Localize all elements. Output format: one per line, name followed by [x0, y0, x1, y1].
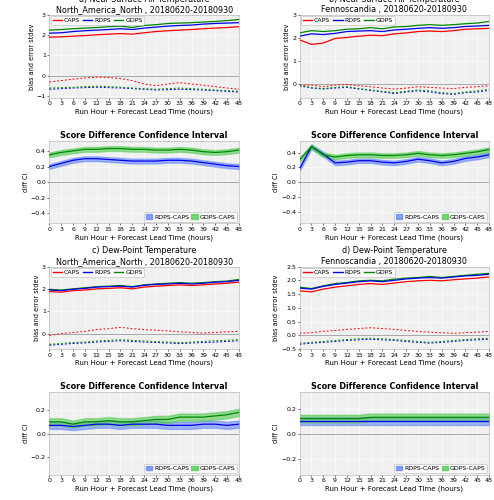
X-axis label: Run Hour + Forecast Lead Time (hours): Run Hour + Forecast Lead Time (hours) [326, 234, 463, 240]
X-axis label: Run Hour + Forecast Lead Time (hours): Run Hour + Forecast Lead Time (hours) [326, 486, 463, 492]
Legend: CAPS, RDPS, GDPS: CAPS, RDPS, GDPS [51, 268, 144, 277]
Y-axis label: diff CI: diff CI [23, 172, 29, 192]
X-axis label: Run Hour + Forecast Lead Time (hours): Run Hour + Forecast Lead Time (hours) [75, 486, 213, 492]
Legend: RDPS-CAPS, GDPS-CAPS: RDPS-CAPS, GDPS-CAPS [394, 212, 487, 222]
Title: Score Difference Confidence Interval: Score Difference Confidence Interval [311, 131, 478, 140]
Title: Score Difference Confidence Interval: Score Difference Confidence Interval [311, 382, 478, 392]
Title: b) Near-Surface Air Temperature
Fennoscandia , 20180620-20180930: b) Near-Surface Air Temperature Fennosca… [322, 0, 467, 14]
Y-axis label: bias and error stdev: bias and error stdev [273, 274, 279, 341]
Legend: RDPS-CAPS, GDPS-CAPS: RDPS-CAPS, GDPS-CAPS [144, 464, 237, 473]
Y-axis label: bias and error stdev: bias and error stdev [34, 274, 40, 341]
Title: d) Dew-Point Temperature
Fennoscandia , 20180620-20180930: d) Dew-Point Temperature Fennoscandia , … [322, 246, 467, 266]
Y-axis label: bias and error stdev: bias and error stdev [284, 23, 290, 90]
Y-axis label: diff CI: diff CI [23, 424, 29, 444]
Legend: CAPS, RDPS, GDPS: CAPS, RDPS, GDPS [301, 268, 395, 277]
Title: a) Near-Surface Air Temperature
North_America_North , 20180620-20180930: a) Near-Surface Air Temperature North_Am… [56, 0, 233, 14]
Y-axis label: diff CI: diff CI [273, 172, 279, 192]
X-axis label: Run Hour + Forecast Lead Time (hours): Run Hour + Forecast Lead Time (hours) [75, 360, 213, 366]
Y-axis label: bias and error stdev: bias and error stdev [29, 23, 35, 90]
Title: Score Difference Confidence Interval: Score Difference Confidence Interval [60, 131, 228, 140]
Legend: CAPS, RDPS, GDPS: CAPS, RDPS, GDPS [51, 16, 144, 26]
Legend: RDPS-CAPS, GDPS-CAPS: RDPS-CAPS, GDPS-CAPS [144, 212, 237, 222]
X-axis label: Run Hour + Forecast Lead Time (hours): Run Hour + Forecast Lead Time (hours) [326, 360, 463, 366]
X-axis label: Run Hour + Forecast Lead Time (hours): Run Hour + Forecast Lead Time (hours) [326, 108, 463, 115]
Title: Score Difference Confidence Interval: Score Difference Confidence Interval [60, 382, 228, 392]
Legend: CAPS, RDPS, GDPS: CAPS, RDPS, GDPS [301, 16, 395, 26]
X-axis label: Run Hour + Forecast Lead Time (hours): Run Hour + Forecast Lead Time (hours) [75, 234, 213, 240]
Title: c) Dew-Point Temperature
North_America_North , 20180620-20180930: c) Dew-Point Temperature North_America_N… [56, 246, 233, 266]
X-axis label: Run Hour + Forecast Lead Time (hours): Run Hour + Forecast Lead Time (hours) [75, 108, 213, 115]
Y-axis label: diff CI: diff CI [273, 424, 279, 444]
Legend: RDPS-CAPS, GDPS-CAPS: RDPS-CAPS, GDPS-CAPS [394, 464, 487, 473]
